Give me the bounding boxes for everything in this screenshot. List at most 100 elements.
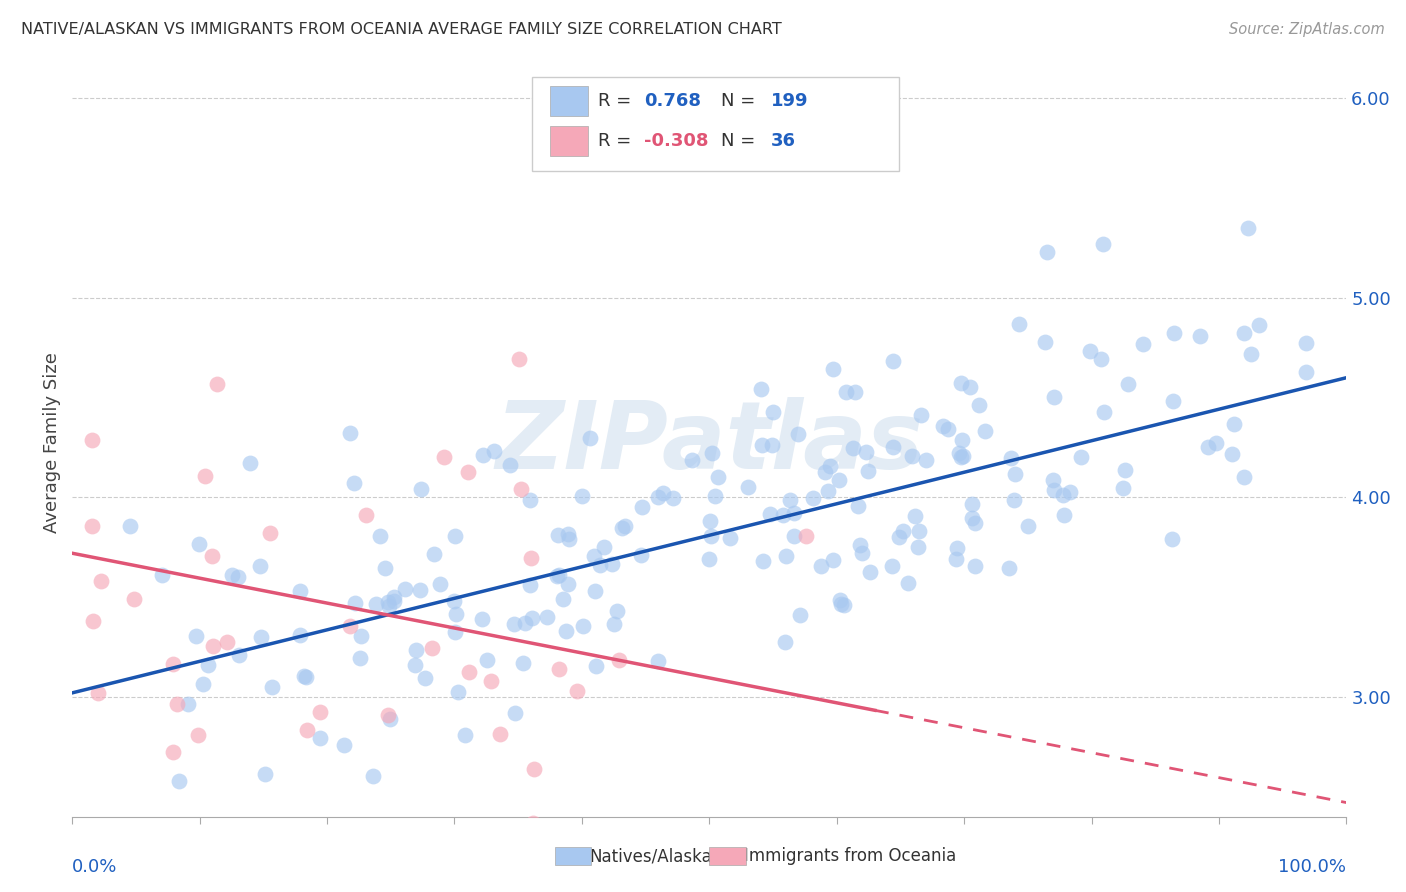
Point [489,727,512,741]
Point [405,643,427,657]
Point [1043,390,1066,404]
Point [1197,440,1219,454]
Point [259,526,281,541]
Point [339,619,361,633]
Point [374,560,396,574]
Point [904,509,927,524]
Point [1161,394,1184,409]
Point [201,549,224,563]
Point [751,438,773,452]
Point [908,524,931,538]
Point [343,476,366,491]
Point [1092,236,1115,251]
Point [471,612,494,626]
Point [974,425,997,439]
Point [1052,488,1074,502]
Point [515,615,537,630]
Point [761,438,783,452]
Point [593,540,616,554]
Point [855,444,877,458]
Point [1000,451,1022,466]
Point [555,624,578,639]
Point [150,568,173,582]
Point [202,640,225,654]
Point [339,425,361,440]
Point [404,658,426,673]
Point [447,685,470,699]
Point [959,380,981,394]
Point [482,444,505,458]
Point [589,558,612,573]
Point [832,598,855,612]
Point [197,657,219,672]
Point [377,595,399,609]
Point [960,510,983,524]
Point [420,640,443,655]
Point [967,398,990,412]
Point [122,591,145,606]
Point [294,670,316,684]
Point [522,815,544,830]
Point [572,618,595,632]
Point [697,551,720,566]
Point [907,540,929,554]
Text: NATIVE/ALASKAN VS IMMIGRANTS FROM OCEANIA AVERAGE FAMILY SIZE CORRELATION CHART: NATIVE/ALASKAN VS IMMIGRANTS FROM OCEANI… [21,22,782,37]
Point [377,707,399,722]
Point [228,648,250,663]
Text: Natives/Alaskans: Natives/Alaskans [589,847,731,865]
Point [1233,326,1256,340]
Point [818,459,841,474]
Point [364,597,387,611]
Point [1249,318,1271,333]
Point [823,361,845,376]
Point [547,528,569,542]
Point [1017,519,1039,533]
Point [945,552,967,566]
Point [187,537,209,551]
Point [600,557,623,571]
Point [409,582,432,597]
Point [166,697,188,711]
Point [382,591,405,605]
Point [1092,405,1115,419]
Text: 36: 36 [770,132,796,150]
Point [557,577,579,591]
Point [848,499,870,513]
Point [830,593,852,607]
Point [960,497,983,511]
Bar [550,126,588,156]
Point [707,470,730,484]
Point [737,480,759,494]
Text: -0.308: -0.308 [644,132,709,150]
Point [647,490,669,504]
Point [1042,473,1064,487]
Point [704,490,727,504]
Point [789,607,811,622]
Point [630,500,652,515]
Point [510,482,533,496]
Point [368,529,391,543]
Point [363,769,385,783]
Point [333,738,356,752]
Point [290,583,312,598]
Point [773,635,796,649]
Point [963,516,986,530]
Point [700,446,723,460]
Point [1059,485,1081,500]
Point [226,570,249,584]
Point [897,575,920,590]
Point [613,519,636,533]
Point [565,684,588,698]
Text: ZIPatlas: ZIPatlas [495,397,924,489]
Point [606,604,628,618]
Point [1116,376,1139,391]
Y-axis label: Average Family Size: Average Family Size [44,352,60,533]
Point [662,491,685,505]
Point [1008,318,1031,332]
Point [1223,417,1246,432]
Bar [550,86,588,116]
Point [813,465,835,479]
Point [810,558,832,573]
Point [443,529,465,543]
Point [221,568,243,582]
